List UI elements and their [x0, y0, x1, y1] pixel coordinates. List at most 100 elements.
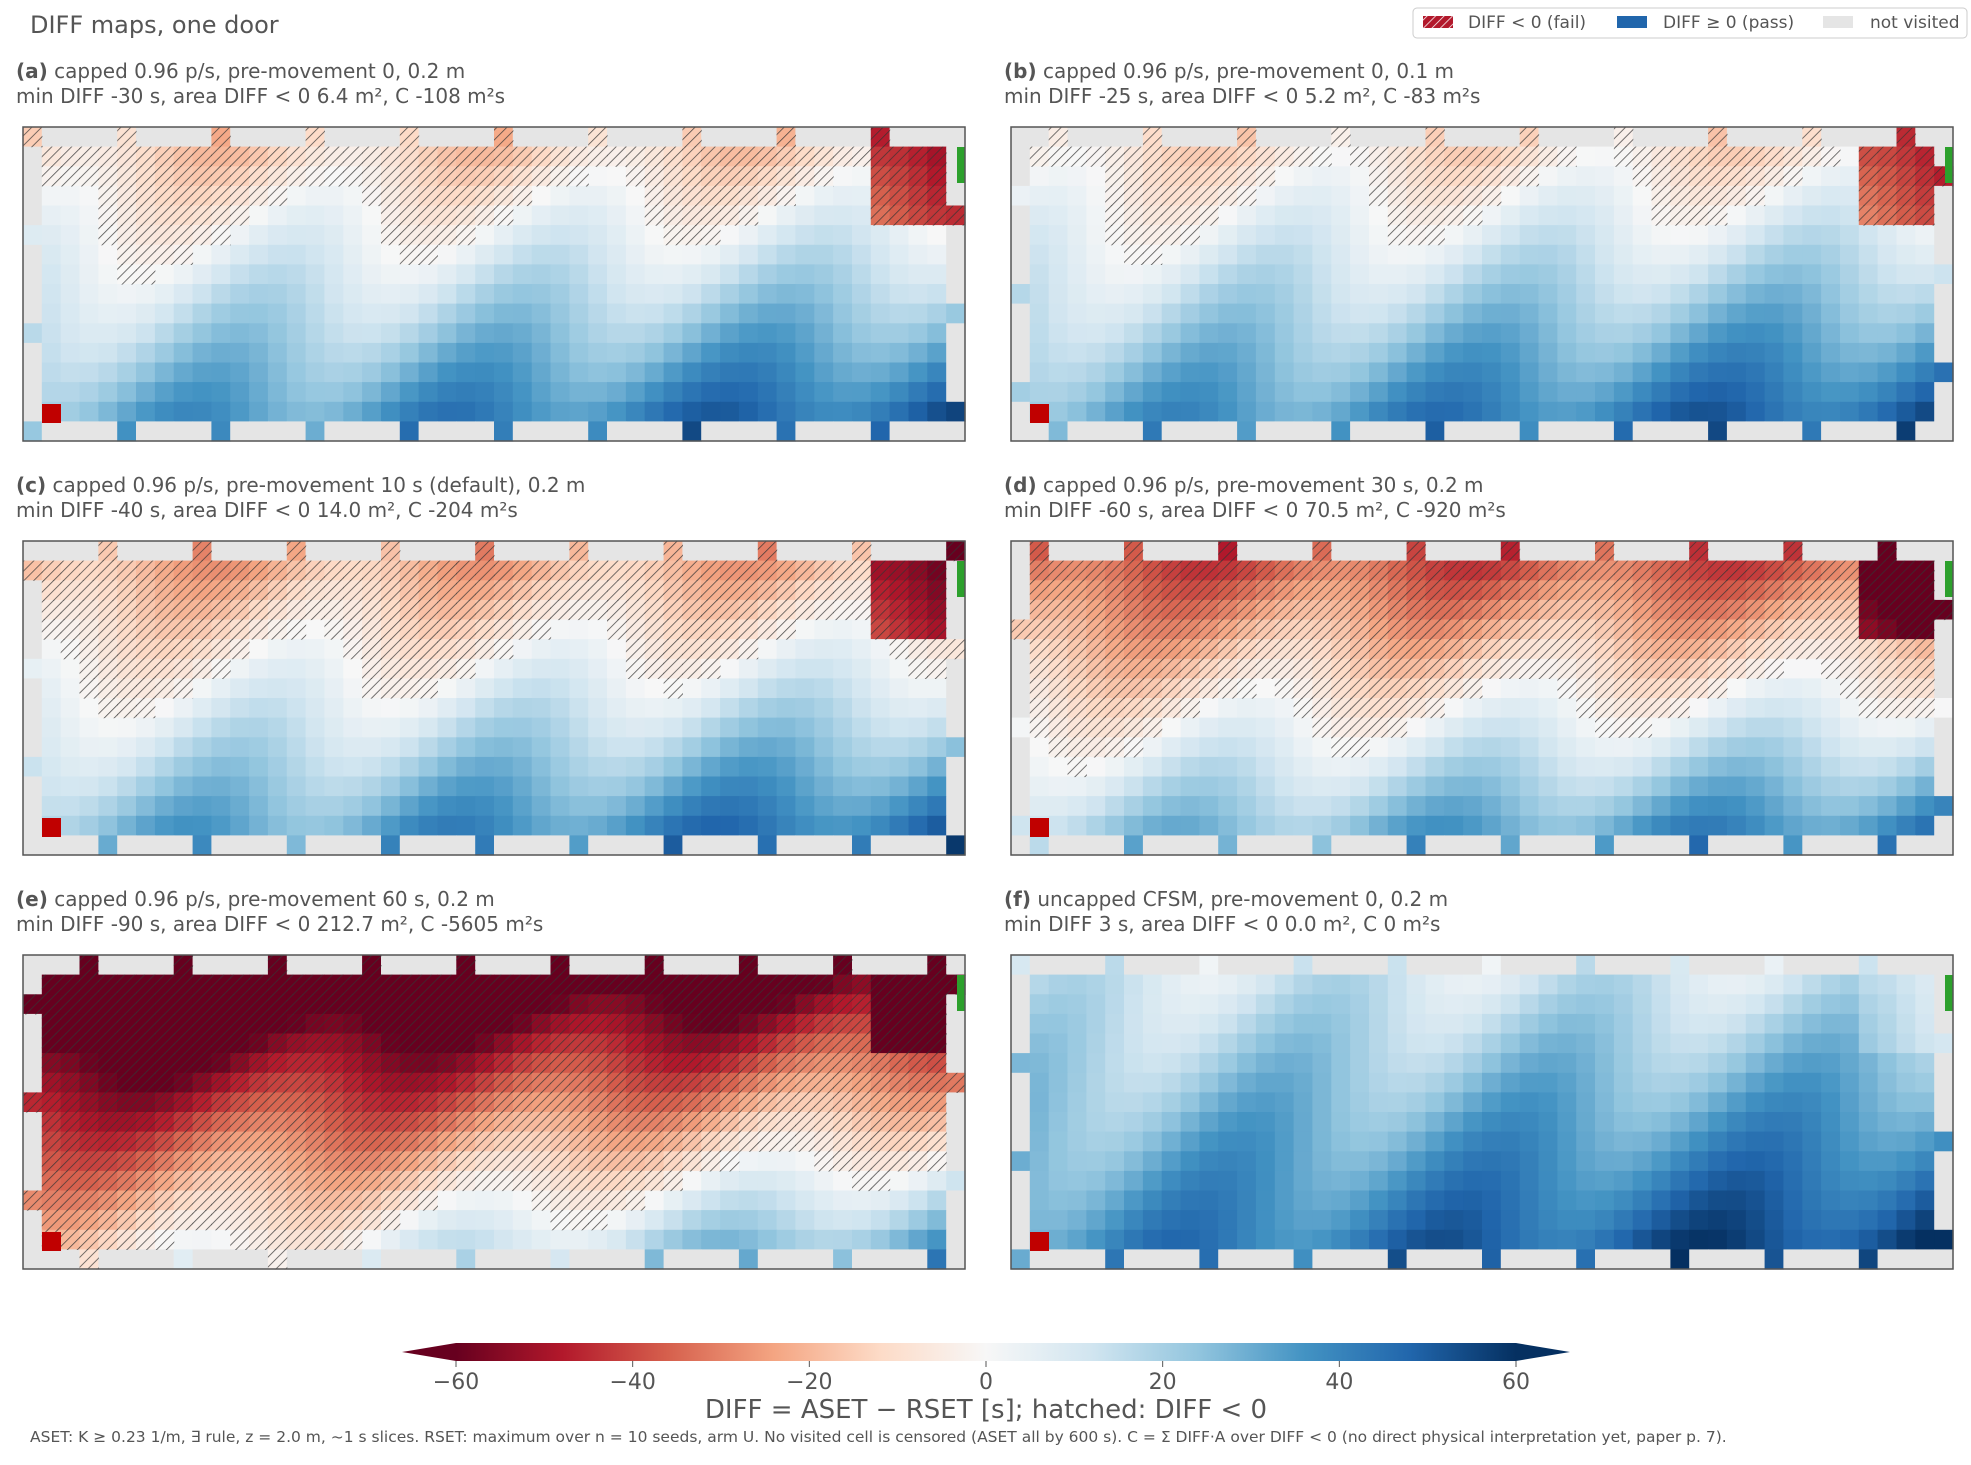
heatmap-cell — [437, 698, 457, 719]
heatmap-cell — [1293, 756, 1313, 778]
fail-hatch-cell — [908, 166, 928, 187]
panel-frame — [22, 540, 966, 856]
fail-hatch-cell — [1067, 678, 1087, 699]
fail-hatch-cell — [738, 146, 759, 167]
heatmap-cell — [192, 264, 212, 285]
fail-hatch-cell — [1877, 678, 1897, 699]
cell-not-visited — [946, 382, 966, 403]
fail-hatch-cell — [230, 580, 250, 601]
fail-hatch-cell — [117, 619, 137, 640]
fail-hatch-cell — [1783, 541, 1803, 562]
cell-not-visited — [946, 421, 966, 442]
cell-not-visited — [1934, 342, 1954, 364]
heatmap-cell — [324, 796, 344, 817]
cell-not-visited — [23, 541, 43, 562]
heatmap-cell — [60, 796, 81, 817]
cell-not-visited — [1670, 127, 1690, 148]
heatmap-cell — [286, 362, 307, 383]
cell-not-visited — [1896, 835, 1916, 856]
fail-hatch-cell — [701, 560, 721, 581]
fail-hatch-cell — [154, 185, 175, 207]
heatmap-cell — [192, 323, 212, 344]
cell-not-visited — [362, 127, 382, 148]
heatmap-cell — [79, 185, 99, 207]
fail-hatch-cell — [437, 146, 457, 167]
heatmap-cell — [738, 717, 759, 738]
heatmap-cell — [494, 756, 514, 778]
fail-hatch-cell — [1858, 599, 1879, 621]
heatmap-cell — [305, 264, 325, 285]
heatmap-cell — [663, 756, 683, 778]
cell-not-visited — [1934, 737, 1954, 758]
heatmap-cell — [908, 756, 928, 778]
heatmap-cell — [267, 244, 288, 265]
fail-hatch-cell — [192, 225, 212, 246]
heatmap-cell — [1538, 362, 1558, 383]
heatmap-cell — [1764, 323, 1784, 344]
fail-hatch-cell — [136, 619, 156, 640]
fail-hatch-cell — [1482, 639, 1502, 660]
heatmap-cell — [1802, 678, 1822, 699]
heatmap-cell — [1105, 284, 1125, 305]
heatmap-cell — [1632, 382, 1653, 403]
heatmap-cell — [41, 362, 62, 383]
cell-not-visited — [607, 955, 627, 976]
heatmap-cell — [1048, 205, 1069, 226]
heatmap-cell — [588, 619, 608, 640]
heatmap-cell — [1237, 737, 1257, 758]
fail-hatch-cell — [531, 166, 552, 187]
heatmap-cell — [663, 382, 683, 403]
fail-hatch-cell — [136, 639, 156, 660]
fail-hatch-cell — [286, 146, 307, 167]
fail-hatch-cell — [173, 225, 194, 246]
fail-hatch-cell — [607, 619, 627, 640]
cell-not-visited — [60, 127, 81, 148]
fail-hatch-cell — [154, 619, 175, 640]
fail-hatch-cell — [1029, 698, 1050, 719]
heatmap-cell — [1425, 717, 1445, 738]
heatmap-cell — [1576, 185, 1596, 207]
heatmap-cell — [795, 698, 815, 719]
heatmap-cell — [1821, 678, 1841, 699]
heatmap-cell — [1180, 717, 1200, 738]
heatmap-cell — [60, 776, 81, 797]
fail-hatch-cell — [1632, 619, 1653, 640]
cell-not-visited — [173, 421, 194, 442]
cell-not-visited — [23, 599, 43, 621]
fail-hatch-cell — [267, 599, 288, 621]
fail-hatch-cell — [362, 580, 382, 601]
cell-not-visited — [1745, 541, 1766, 562]
fail-hatch-cell — [1142, 639, 1163, 660]
heatmap-cell — [1218, 303, 1238, 324]
heatmap-cell — [1651, 776, 1671, 797]
heatmap-cell — [588, 166, 608, 187]
heatmap-cell — [1312, 835, 1332, 856]
heatmap-cell — [494, 1190, 514, 1211]
heatmap-cell — [512, 323, 533, 344]
cell-not-visited — [1463, 421, 1483, 442]
fail-hatch-cell — [946, 541, 966, 562]
heatmap-cell — [1124, 264, 1144, 285]
heatmap-cell — [1764, 362, 1784, 383]
fail-hatch-cell — [1255, 146, 1276, 167]
heatmap-cell — [1708, 815, 1728, 836]
cell-not-visited — [23, 342, 43, 364]
heatmap-cell — [1651, 362, 1671, 383]
heatmap-cell — [343, 698, 363, 719]
fail-hatch-cell — [1048, 717, 1069, 738]
heatmap-cell — [682, 796, 702, 817]
heatmap-cell — [230, 362, 250, 383]
heatmap-cell — [795, 323, 815, 344]
heatmap-cell — [908, 717, 928, 738]
fail-hatch-cell — [870, 205, 891, 226]
heatmap-cell — [1840, 303, 1860, 324]
heatmap-cell — [1613, 264, 1634, 285]
heatmap-cell — [1463, 225, 1483, 246]
heatmap-cell — [738, 1151, 759, 1172]
heatmap-cell — [1237, 342, 1257, 364]
heatmap-cell — [1821, 815, 1841, 836]
fail-hatch-cell — [117, 225, 137, 246]
heatmap-cell — [1086, 244, 1106, 265]
cell-not-visited — [1255, 541, 1276, 562]
heatmap-cell — [211, 678, 231, 699]
